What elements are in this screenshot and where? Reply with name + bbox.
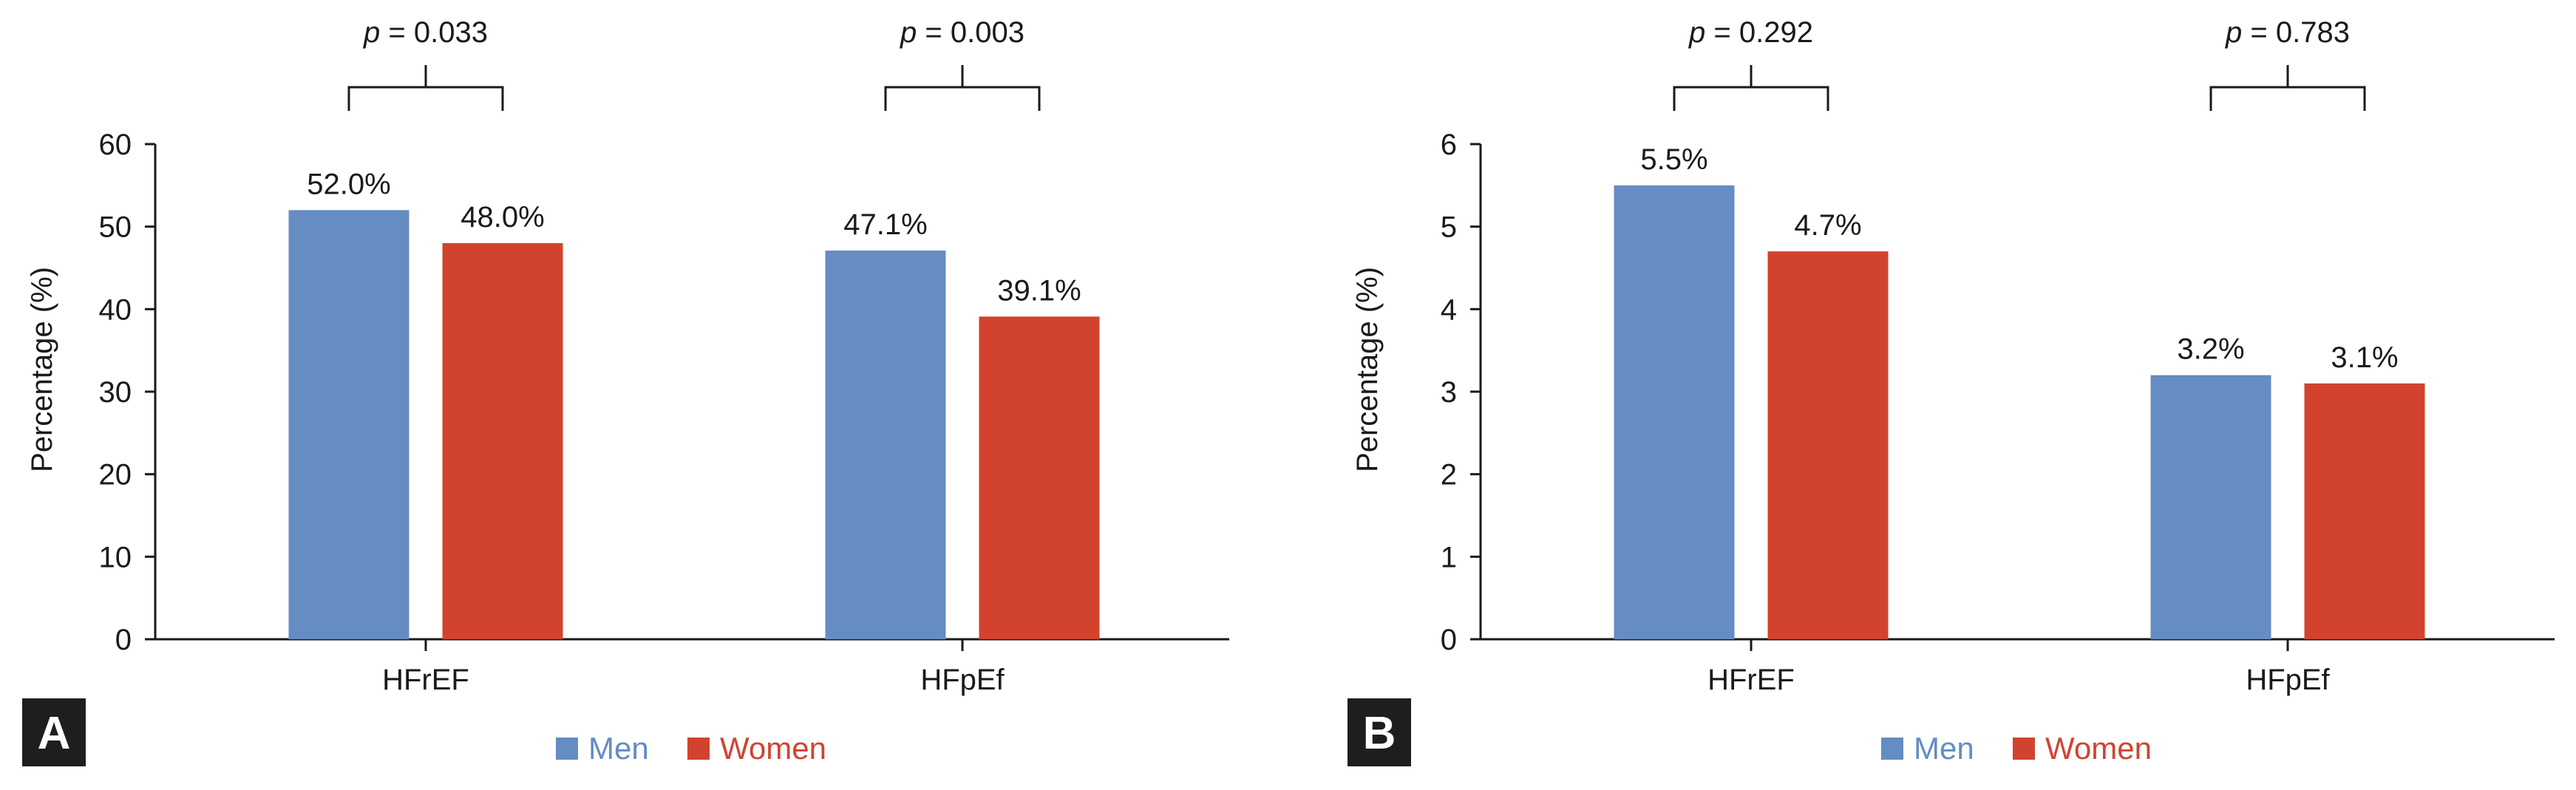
y-tick-label: 2 <box>1441 459 1457 491</box>
p-value-text: = 0.003 <box>917 16 1024 49</box>
y-tick-label: 20 <box>99 459 132 491</box>
significance-bracket <box>347 65 504 111</box>
bar-women-hfref <box>442 243 563 639</box>
bar-men-hfref <box>288 210 409 639</box>
y-tick-label: 0 <box>1441 624 1457 656</box>
data-label: 4.7% <box>1794 209 1861 242</box>
x-tick-label: HFpEf <box>2246 664 2330 696</box>
p-value-symbol: p <box>363 16 380 49</box>
data-label: 48.0% <box>461 201 544 234</box>
panel-tag <box>22 698 86 766</box>
legend-swatch-women <box>687 738 710 760</box>
p-value-text: = 0.292 <box>1705 16 1813 49</box>
p-value-symbol: p <box>2225 16 2242 49</box>
bar-men-hfpef <box>825 251 946 639</box>
bar-women-hfref <box>1767 251 1889 640</box>
p-value-text: = 0.783 <box>2242 16 2350 49</box>
p-value-label: p = 0.292 <box>1688 16 1813 49</box>
y-tick-label: 60 <box>99 129 132 161</box>
x-tick-label: HFrEF <box>382 664 469 696</box>
data-label: 39.1% <box>997 274 1081 307</box>
significance-bracket <box>2209 65 2366 111</box>
panel-letter: A <box>38 708 71 759</box>
bar-women-hfpef <box>979 316 1100 639</box>
y-tick-label: 1 <box>1441 541 1457 573</box>
y-tick-label: 40 <box>99 293 132 326</box>
significance-bracket <box>884 65 1041 111</box>
y-axis-label: Percentage (%) <box>26 267 58 472</box>
p-value-symbol: p <box>1688 16 1705 49</box>
y-tick-label: 50 <box>99 211 132 244</box>
legend-label-men: Men <box>588 731 649 766</box>
x-tick-label: HFpEf <box>920 664 1005 696</box>
chart-panel-a: Percentage (%) 0 10 20 30 40 50 60 HFrEF 52.0% 48.… <box>22 16 1229 766</box>
data-label: 3.2% <box>2177 333 2244 366</box>
data-label: 47.1% <box>843 208 927 241</box>
y-tick-label: 10 <box>99 541 132 573</box>
bar-men-hfpef <box>2150 375 2271 639</box>
y-axis-label: Percentage (%) <box>1351 267 1384 472</box>
y-tick-label: 4 <box>1441 293 1457 326</box>
legend-label-women: Women <box>2045 731 2152 766</box>
data-label: 52.0% <box>307 168 390 200</box>
y-tick-label: 0 <box>115 624 132 656</box>
legend-swatch-men <box>556 738 578 760</box>
significance-bracket <box>1673 65 1829 111</box>
p-value-symbol: p <box>900 16 917 49</box>
legend-swatch-women <box>2013 738 2035 760</box>
p-value-label: p = 0.783 <box>2225 16 2350 49</box>
chart-panel-b: Percentage (%) 0 1 2 3 4 5 6 HFrEF 5.5% 4.7% p = 0.… <box>1348 16 2555 766</box>
p-value-label: p = 0.003 <box>900 16 1024 49</box>
p-value-label: p = 0.033 <box>363 16 488 49</box>
y-tick-label: 5 <box>1441 211 1457 244</box>
panel-letter: B <box>1363 708 1396 759</box>
bar-men-hfref <box>1614 185 1735 640</box>
y-tick-label: 30 <box>99 376 132 409</box>
p-value-text: = 0.033 <box>380 16 488 49</box>
legend-label-men: Men <box>1914 731 1974 766</box>
panel-tag <box>1348 698 1411 766</box>
bar-women-hfpef <box>2304 383 2425 639</box>
y-tick-label: 3 <box>1441 376 1457 409</box>
data-label: 5.5% <box>1640 143 1707 176</box>
y-tick-label: 6 <box>1441 129 1457 161</box>
data-label: 3.1% <box>2331 341 2398 374</box>
legend-swatch-men <box>1881 738 1903 760</box>
legend-label-women: Women <box>720 731 826 766</box>
x-tick-label: HFrEF <box>1707 664 1795 696</box>
